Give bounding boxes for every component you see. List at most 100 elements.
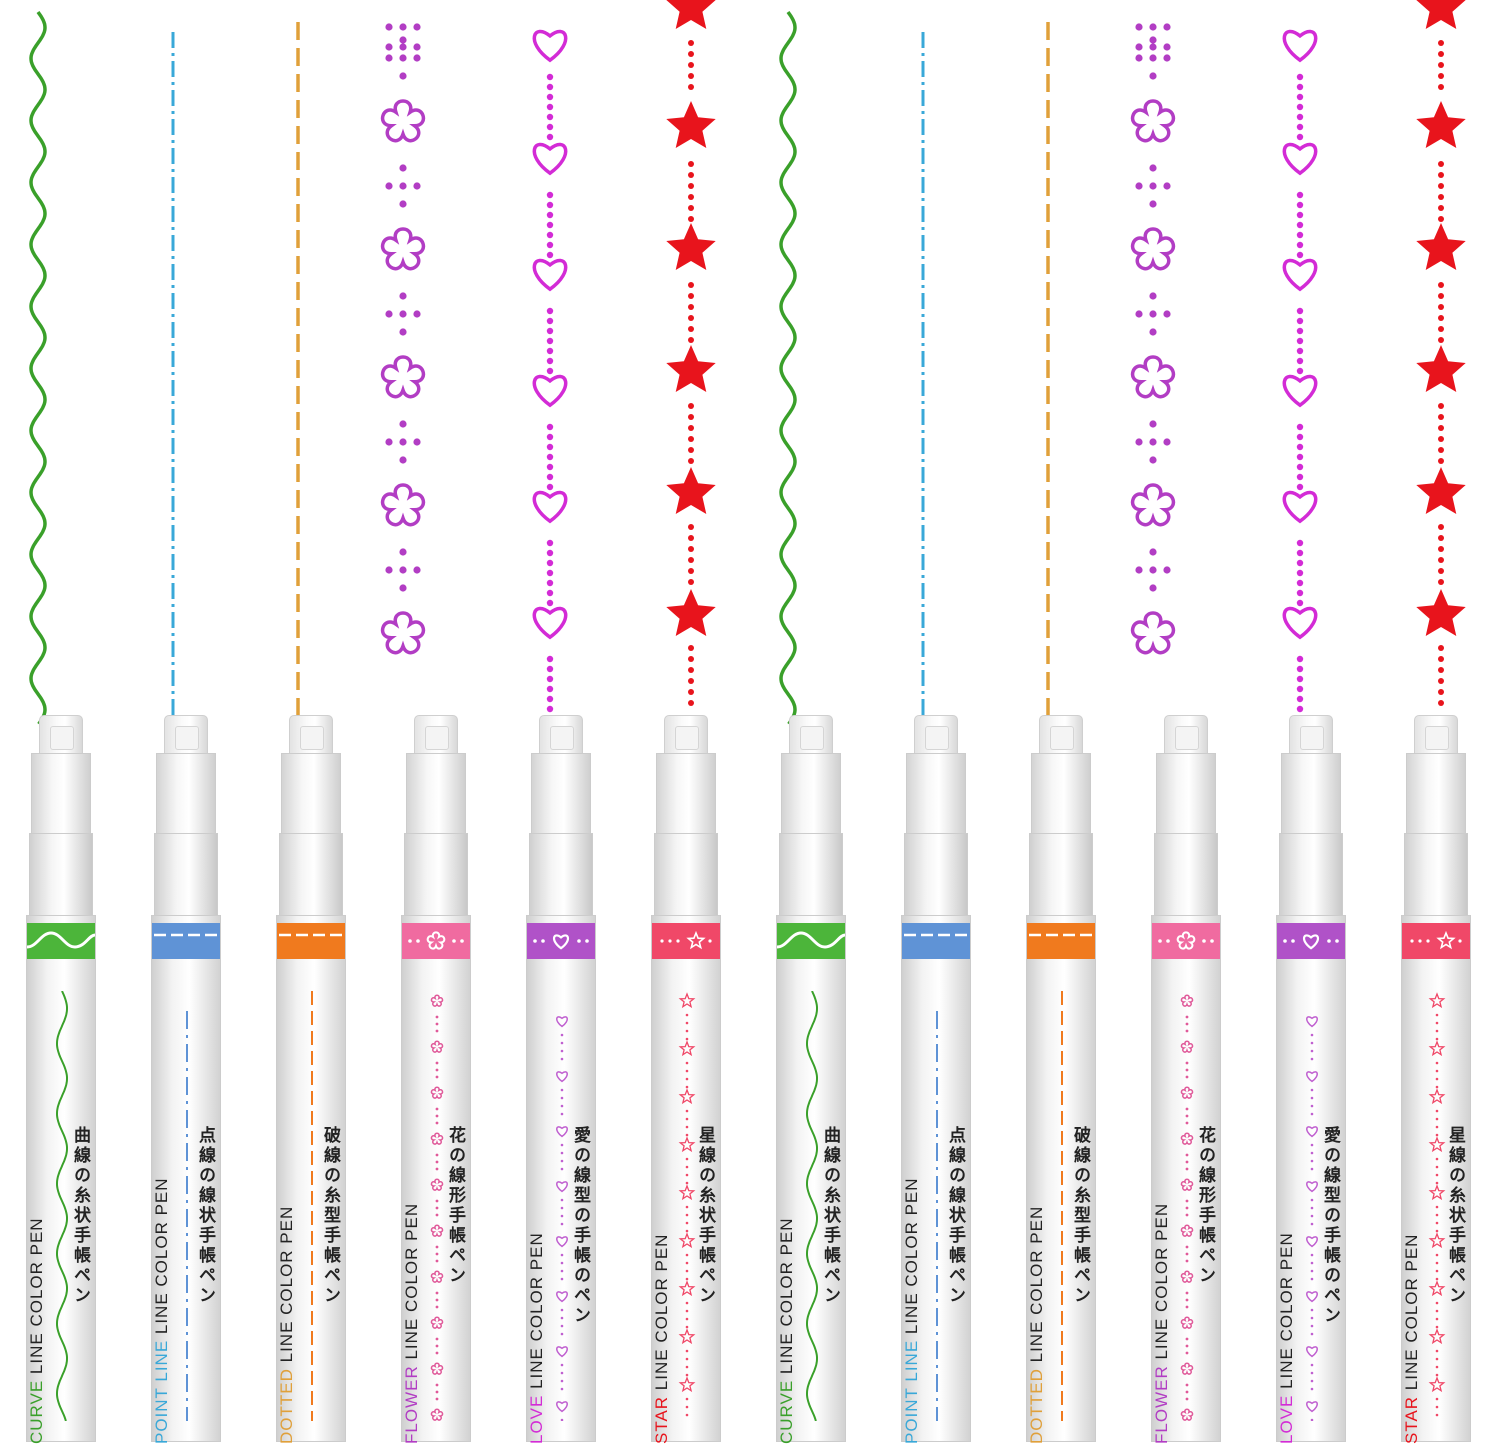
wave-line	[29, 10, 47, 726]
dot-mark	[1438, 73, 1444, 79]
dot-mark	[1296, 463, 1304, 471]
pen-label-japanese: 愛の線型の手帳のペン	[1321, 1126, 1340, 1326]
dot-mark	[1438, 40, 1444, 46]
dot-mark	[1296, 367, 1304, 375]
dot-mark	[546, 113, 554, 121]
barrel-pattern-decoration	[928, 991, 946, 1421]
dot-mark	[546, 327, 554, 335]
dot-mark	[688, 535, 694, 541]
star-mark	[666, 345, 716, 392]
star-mark	[666, 467, 716, 514]
pen-label-rest: LINE COLOR PEN	[1027, 1205, 1046, 1369]
dot-mark	[546, 191, 554, 199]
dot-mark	[1149, 54, 1157, 62]
dot-mark	[1296, 123, 1304, 131]
dot-mark	[688, 425, 694, 431]
pen-label-rest: LINE COLOR PEN	[777, 1217, 796, 1380]
pen-star: STAR LINE COLOR PEN 星線の糸状手帳ペン	[1371, 0, 1496, 1444]
dot-mark	[413, 54, 421, 62]
dot-mark	[688, 326, 694, 332]
dot-mark	[546, 695, 554, 703]
dot-mark	[1438, 304, 1444, 310]
roller-stamp	[925, 726, 949, 750]
pen-label-english: LOVE LINE COLOR PEN	[527, 1144, 551, 1444]
heart-mark	[1282, 29, 1318, 63]
dot-mark	[1438, 51, 1444, 57]
dot-mark	[546, 317, 554, 325]
dot-mark	[546, 483, 554, 491]
pen-kind: LOVE	[527, 1394, 546, 1444]
roller-tip	[1039, 715, 1083, 757]
pen-body: LOVE LINE COLOR PEN 愛の線型の手帳のペン	[1276, 715, 1346, 1444]
pen-barrel: STAR LINE COLOR PEN 星線の糸状手帳ペン	[1401, 915, 1471, 1444]
heart-mark	[532, 258, 568, 292]
pen-neck	[1156, 753, 1216, 834]
pen-label-rest: LINE COLOR PEN	[152, 1177, 171, 1340]
pen-label-japanese: 曲線の糸状手帳ペン	[821, 1126, 840, 1306]
dot-mark	[1149, 164, 1157, 172]
pen-collar	[529, 833, 593, 919]
color-band	[152, 923, 220, 959]
dot-mark	[1438, 700, 1444, 706]
dot-mark	[1149, 566, 1157, 574]
dot-mark	[688, 51, 694, 57]
dot-mark	[1296, 191, 1304, 199]
dot-mark	[688, 315, 694, 321]
color-band	[652, 923, 720, 959]
dot-mark	[688, 194, 694, 200]
dot-mark	[1296, 307, 1304, 315]
dot-mark	[546, 423, 554, 431]
heart-mark	[532, 490, 568, 524]
pen-label-english: FLOWER LINE COLOR PEN	[1152, 1144, 1176, 1444]
dot-mark	[399, 72, 407, 80]
pen-barrel: POINT LINE LINE COLOR PEN 点線の線状手帳ペン	[901, 915, 971, 1444]
line-pattern-star	[1416, 0, 1466, 706]
pen-collar	[1029, 833, 1093, 919]
dot-mark	[688, 62, 694, 68]
pen-label-rest: LINE COLOR PEN	[1152, 1202, 1171, 1366]
roller-stamp	[550, 726, 574, 750]
pen-body: DOTTED LINE COLOR PEN 破線の糸型手帳ペン	[1026, 715, 1096, 1444]
dot-mark	[688, 579, 694, 585]
dot-mark	[399, 292, 407, 300]
barrel-pattern-decoration	[303, 991, 321, 1421]
dot-mark	[1296, 327, 1304, 335]
pen-dotted: DOTTED LINE COLOR PEN 破線の糸型手帳ペン	[996, 0, 1121, 1444]
dot-mark	[413, 566, 421, 574]
dot-mark	[1438, 84, 1444, 90]
barrel-pattern-decoration	[553, 991, 571, 1444]
dot-mark	[688, 656, 694, 662]
barrel-pattern-decoration	[178, 991, 196, 1421]
color-band	[27, 923, 95, 959]
pen-flower: FLOWER LINE COLOR PEN 花の線形手帳ペン	[371, 0, 496, 1444]
line-pattern-point	[171, 32, 175, 725]
pen-neck	[906, 753, 966, 834]
dot-mark	[688, 161, 694, 167]
dot-mark	[1438, 557, 1444, 563]
dot-mark	[1296, 433, 1304, 441]
pen-label-japanese: 星線の糸状手帳ペン	[696, 1126, 715, 1306]
dot-mark	[546, 579, 554, 587]
dot-mark	[1438, 667, 1444, 673]
dot-mark	[546, 221, 554, 229]
pen-label-rest: LINE COLOR PEN	[27, 1217, 46, 1380]
pen-collar	[1279, 833, 1343, 919]
dot-mark	[688, 183, 694, 189]
dot-mark	[1296, 231, 1304, 239]
pen-neck	[1031, 753, 1091, 834]
roller-tip	[414, 715, 458, 757]
pen-kind: CURVE	[27, 1379, 46, 1444]
flower-mark	[380, 483, 426, 527]
dot-mark	[546, 73, 554, 81]
dot-mark	[546, 211, 554, 219]
pen-love: LOVE LINE COLOR PEN 愛の線型の手帳のペン	[496, 0, 621, 1444]
pen-label-japanese: 破線の糸型手帳ペン	[1071, 1126, 1090, 1306]
dot-mark	[546, 549, 554, 557]
dot-mark	[385, 182, 393, 190]
pen-label-rest: LINE COLOR PEN	[902, 1177, 921, 1340]
dot-mark	[1149, 328, 1157, 336]
heart-mark	[1282, 258, 1318, 292]
roller-stamp	[1300, 726, 1324, 750]
heart-mark	[1282, 142, 1318, 176]
